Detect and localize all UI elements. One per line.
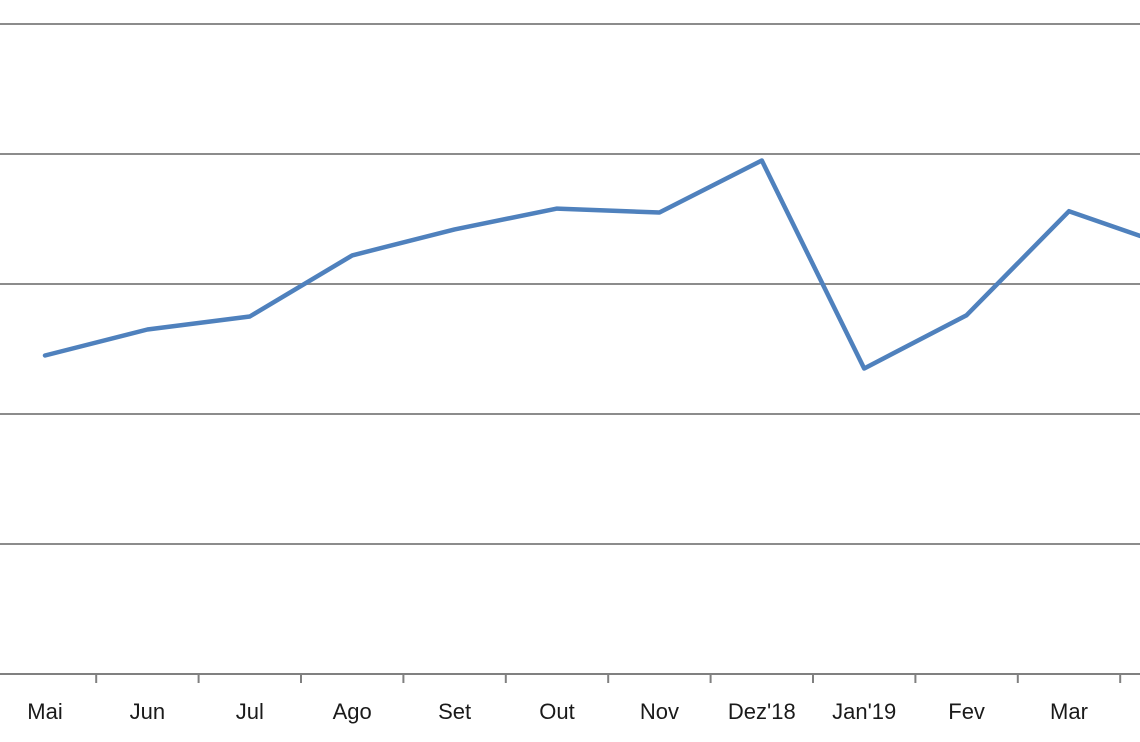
x-axis-label: Ago [333,699,372,724]
x-axis-label: Out [539,699,574,724]
x-axis-label: Set [438,699,471,724]
x-axis-label: Nov [640,699,679,724]
x-axis-label: Dez'18 [728,699,796,724]
x-axis-label: Mai [27,699,62,724]
data-series [42,158,1140,371]
x-axis-label: Jan'19 [832,699,896,724]
gridlines [0,23,1140,545]
x-axis-label: Fev [948,699,985,724]
x-axis-label: Jun [130,699,165,724]
series-line [42,158,1140,371]
x-axis [0,673,1140,683]
x-axis-label: Mar [1050,699,1088,724]
x-axis-label: Jul [236,699,264,724]
x-axis-labels: Mai Jun Jul Ago Set Out Nov Dez'18 Jan'19 Fev Mar [27,699,1088,724]
